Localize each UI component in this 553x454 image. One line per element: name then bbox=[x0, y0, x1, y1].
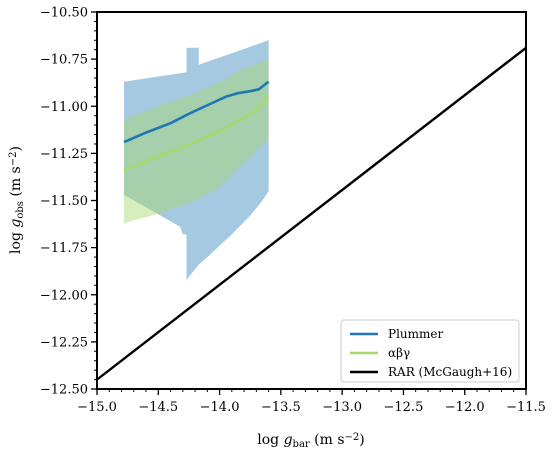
y-tick-label: −10.75 bbox=[40, 53, 88, 68]
y-tick-label: −11.00 bbox=[40, 100, 88, 115]
x-tick-label: −12.0 bbox=[445, 400, 485, 415]
y-tick-label: −11.25 bbox=[40, 147, 88, 162]
abg-line bbox=[123, 95, 270, 172]
x-tick-label: −13.5 bbox=[261, 400, 301, 415]
legend-box bbox=[340, 319, 520, 383]
legend: Plummer αβγ RAR (McGaugh+16) bbox=[340, 319, 520, 383]
legend-label: αβγ bbox=[388, 346, 410, 360]
y-tick-label: −11.50 bbox=[40, 194, 88, 209]
x-tick-label: −12.5 bbox=[384, 400, 424, 415]
y-tick-label: −12.25 bbox=[40, 335, 88, 350]
y-tick-label: −12.50 bbox=[40, 383, 88, 398]
series-lines bbox=[97, 46, 526, 381]
y-tick-label: −12.00 bbox=[40, 288, 88, 303]
x-tick-label: −11.5 bbox=[506, 400, 546, 415]
y-tick-label: −10.50 bbox=[40, 6, 88, 21]
x-axis-ticks: −15.0 −14.5 −14.0 −13.5 −13.0 −12.5 −12.0 −11.5 bbox=[77, 389, 546, 415]
x-tick-label: −15.0 bbox=[77, 400, 117, 415]
x-tick-label: −13.0 bbox=[322, 400, 362, 415]
y-tick-label: −11.75 bbox=[40, 241, 88, 256]
legend-label: RAR (McGaugh+16) bbox=[388, 365, 512, 379]
x-tick-label: −14.0 bbox=[200, 400, 240, 415]
rar-line bbox=[97, 46, 526, 381]
legend-label: Plummer bbox=[388, 327, 444, 341]
plummer-band bbox=[124, 40, 269, 280]
y-axis-ticks: −10.50 −10.75 −11.00 −11.25 −11.50 −11.75 −12.… bbox=[40, 6, 97, 398]
plummer-line bbox=[123, 80, 270, 144]
x-axis-label: log gbar (m s−2) bbox=[257, 432, 365, 450]
y-axis-label: log gobs (m s−2) bbox=[8, 146, 26, 254]
x-tick-label: −14.5 bbox=[138, 400, 178, 415]
